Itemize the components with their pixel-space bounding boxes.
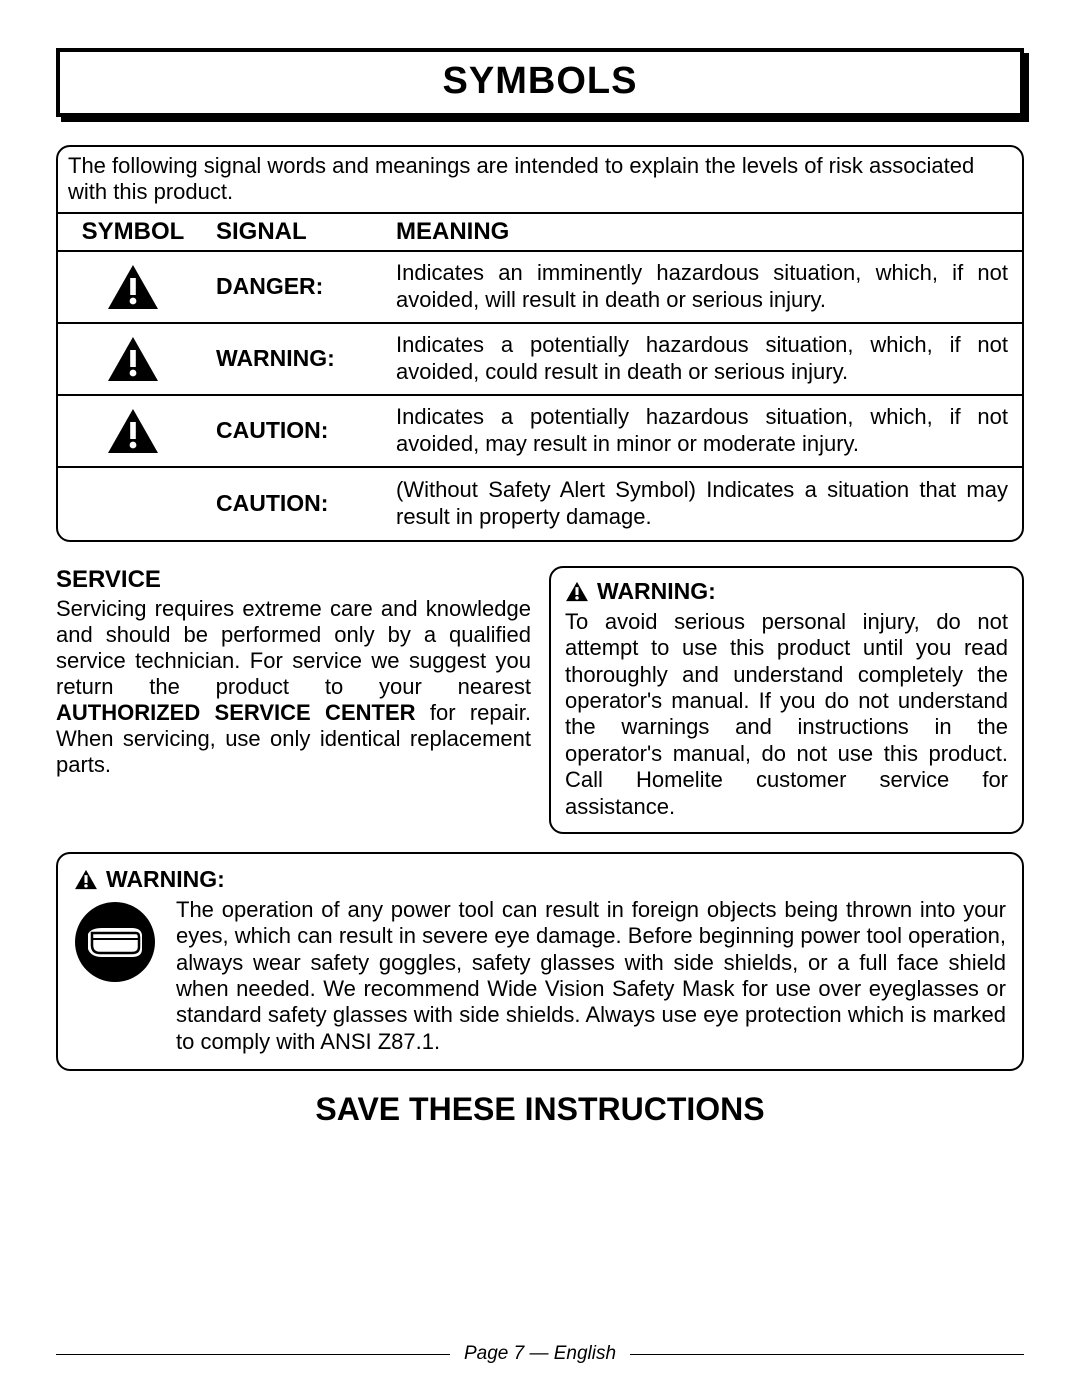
table-intro: The following signal words and meanings … [58, 147, 1022, 214]
table-row: CAUTION: Indicates a potentially hazardo… [58, 396, 1022, 468]
warning-full-text: The operation of any power tool can resu… [176, 897, 1006, 1055]
warning-body: To avoid serious personal injury, do not… [565, 609, 1008, 820]
warning-box-right: WARNING: To avoid serious personal injur… [549, 566, 1024, 834]
warning-header: WARNING: [74, 866, 1006, 893]
warning-label: WARNING: [106, 866, 225, 893]
header-symbol: SYMBOL [58, 214, 208, 250]
warning-header: WARNING: [565, 578, 1008, 605]
signal-cell: DANGER: [208, 252, 388, 322]
alert-triangle-icon [106, 263, 160, 311]
meaning-cell: (Without Safety Alert Symbol) Indicates … [388, 468, 1022, 540]
meaning-cell: Indicates a potentially hazardous situat… [388, 396, 1022, 466]
alert-triangle-icon [74, 869, 98, 890]
page-number: Page 7 — English [450, 1343, 630, 1365]
symbol-cell [58, 396, 208, 466]
page-title: SYMBOLS [60, 60, 1020, 103]
signal-table: The following signal words and meanings … [56, 145, 1024, 542]
table-row: WARNING: Indicates a potentially hazardo… [58, 324, 1022, 396]
footer-line-left [56, 1354, 450, 1355]
alert-triangle-icon [106, 407, 160, 455]
alert-triangle-icon [106, 335, 160, 383]
symbol-cell [58, 324, 208, 394]
meaning-cell: Indicates an imminently hazardous situat… [388, 252, 1022, 322]
table-row: DANGER: Indicates an imminently hazardou… [58, 252, 1022, 324]
warning-box-full: WARNING: The operation of any power tool… [56, 852, 1024, 1071]
meaning-cell: Indicates a potentially hazardous situat… [388, 324, 1022, 394]
table-header-row: SYMBOL SIGNAL MEANING [58, 214, 1022, 252]
header-meaning: MEANING [388, 214, 1022, 250]
title-box: SYMBOLS [56, 48, 1024, 117]
header-signal: SIGNAL [208, 214, 388, 250]
warning-right-column: WARNING: To avoid serious personal injur… [549, 566, 1024, 834]
signal-cell: CAUTION: [208, 396, 388, 466]
two-column-section: SERVICE Servicing requires extreme care … [56, 566, 1024, 834]
service-text: Servicing requires extreme care and know… [56, 596, 531, 778]
warning-full-body: The operation of any power tool can resu… [74, 897, 1006, 1055]
goggles-icon [74, 901, 156, 983]
table-row: CAUTION: (Without Safety Alert Symbol) I… [58, 468, 1022, 540]
signal-cell: CAUTION: [208, 468, 388, 540]
footer-line-right [630, 1354, 1024, 1355]
service-section: SERVICE Servicing requires extreme care … [56, 566, 531, 834]
service-heading: SERVICE [56, 566, 531, 594]
warning-label: WARNING: [597, 578, 716, 605]
alert-triangle-icon [565, 581, 589, 602]
symbol-cell [58, 252, 208, 322]
page-footer: Page 7 — English [56, 1343, 1024, 1365]
signal-cell: WARNING: [208, 324, 388, 394]
symbol-cell [58, 468, 208, 540]
goggles-icon-wrap [74, 897, 156, 988]
save-instructions: SAVE THESE INSTRUCTIONS [56, 1091, 1024, 1128]
